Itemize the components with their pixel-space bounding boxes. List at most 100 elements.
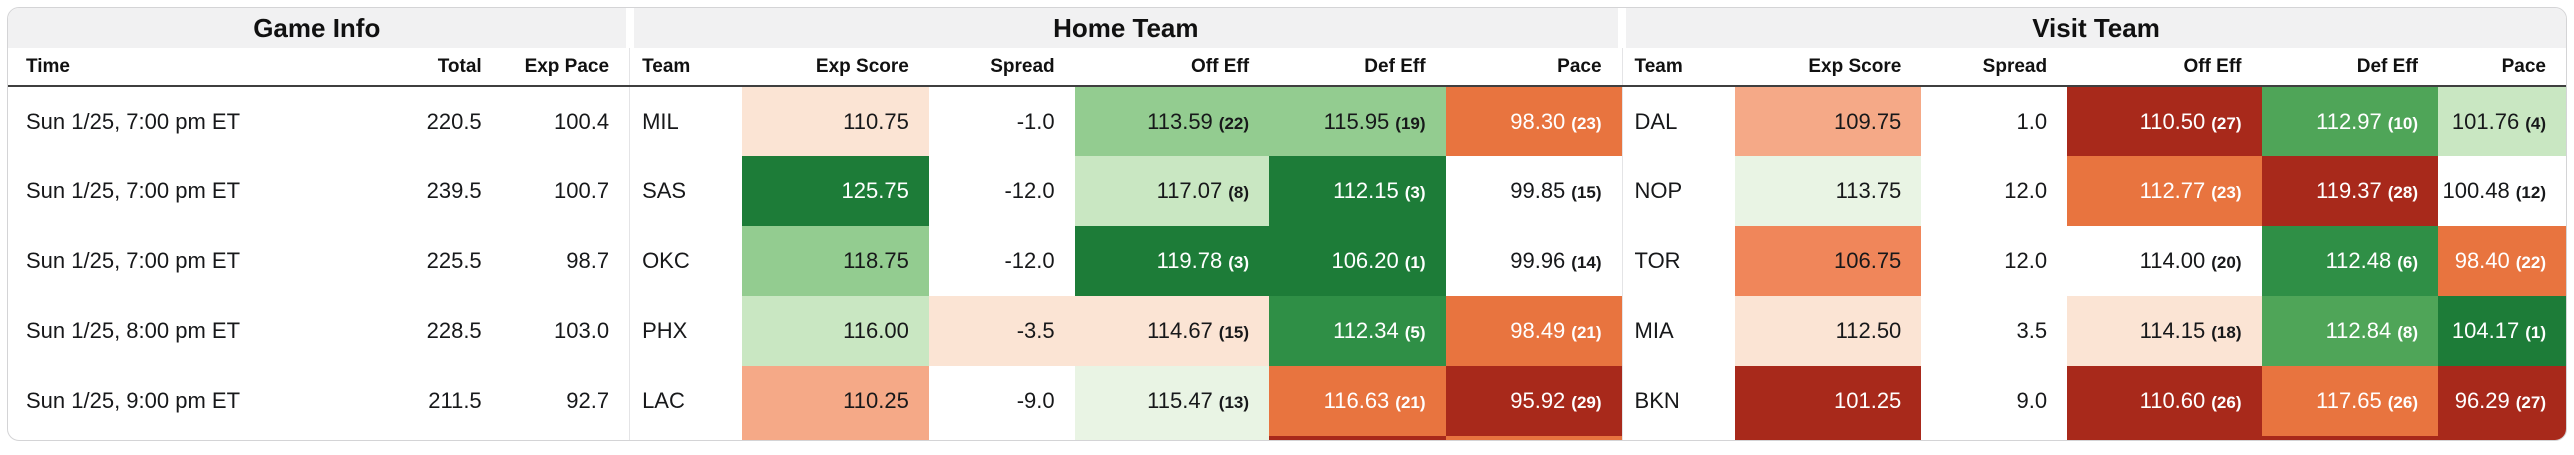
cell-value: Sun 1/25, 7:00 pm ET xyxy=(26,108,241,134)
cell-visit-spread: 3.5 xyxy=(1921,296,2067,366)
cell-value: 225.5 xyxy=(426,248,482,273)
cell-rank: (13) xyxy=(1218,393,1250,412)
column-header-row: Time Total Exp Pace Team Exp Score Spread Off … xyxy=(8,48,2566,87)
cell-value: 116.00 xyxy=(843,318,909,343)
cell-value: 106.75 xyxy=(1834,248,1902,273)
cell-value: 220.5 xyxy=(426,108,482,134)
column-header-time: Time xyxy=(8,48,331,87)
cell-value: 112.34 xyxy=(1333,318,1399,343)
column-header-home-spread: Spread xyxy=(928,48,1075,87)
cell-time: Sun 1/25, 7:00 pm ET xyxy=(8,86,330,156)
cell-rank: (21) xyxy=(1571,323,1602,342)
cell-home-off-eff: 119.78 (3) xyxy=(1074,226,1270,296)
column-header-home-off-eff: Off Eff xyxy=(1074,48,1270,87)
cell-home-off-eff: 117.07 (8) xyxy=(1074,156,1270,226)
cell-home-team: MIL xyxy=(629,86,743,156)
cell-value: 110.75 xyxy=(843,108,909,134)
cell-total: 225.5 xyxy=(330,226,501,296)
cell-home-spread: -3.5 xyxy=(928,296,1075,366)
cell-home-spread: -12.0 xyxy=(929,226,1075,296)
cell-visit-pace: 104.17 (1) xyxy=(2438,296,2566,366)
table-row: Sun 1/25, 9:00 pm ET 211.5 92.7 LAC 110.25 -9… xyxy=(8,366,2566,436)
cell-time xyxy=(8,436,330,440)
cell-value: 211.5 xyxy=(428,388,482,413)
table-row: Sun 1/25, 7:00 pm ET 225.5 98.7 OKC 118.75 -1… xyxy=(8,226,2566,296)
cell-home-pace: 95.92 (29) xyxy=(1445,366,1623,436)
cell-rank: (3) xyxy=(1228,253,1250,272)
cell-visit-spread: 12.0 xyxy=(1921,226,2067,296)
cell-value: 116.63 xyxy=(1323,388,1390,413)
cell-home-def-eff: 115.95 (19) xyxy=(1269,86,1446,156)
cell-home-team: SAS xyxy=(629,156,743,226)
cell-total xyxy=(330,436,501,440)
cell-value: TOR xyxy=(1634,248,1681,273)
cell-rank: (29) xyxy=(1571,393,1602,412)
cell-home-exp-score: 116.00 xyxy=(742,296,929,366)
cell-value: BKN xyxy=(1634,388,1680,413)
cell-value: 100.48 xyxy=(2442,178,2510,203)
cell-value: 113.75 xyxy=(1835,178,1902,203)
cell-value: 106.20 xyxy=(1331,248,1399,273)
cell-rank: (23) xyxy=(2211,183,2242,202)
cell-value: Sun 1/25, 9:00 pm ET xyxy=(26,388,241,413)
cell-home-spread: -12.0 xyxy=(929,156,1075,226)
cell-visit-off-eff: 114.15 (18) xyxy=(2067,296,2262,366)
cell-value: 110.50 xyxy=(2139,108,2206,134)
cell-rank: (14) xyxy=(1571,253,1602,272)
cell-visit-off-eff xyxy=(2067,436,2262,440)
cell-exp-pace: 100.7 xyxy=(502,156,630,226)
cell-value: SAS xyxy=(642,178,687,203)
cell-home-def-eff: 112.15 (3) xyxy=(1269,156,1446,226)
cell-value: 110.60 xyxy=(2139,388,2206,413)
cell-total: 239.5 xyxy=(330,156,501,226)
cell-value: -9.0 xyxy=(1016,388,1055,413)
cell-home-def-eff: 106.20 (1) xyxy=(1269,226,1446,296)
cell-rank: (26) xyxy=(2387,393,2418,412)
cell-value: 117.65 xyxy=(2316,388,2382,413)
cell-visit-team: BKN xyxy=(1621,366,1735,436)
cell-rank: (27) xyxy=(2515,393,2546,412)
cell-value: 125.75 xyxy=(841,178,909,203)
table-body: Sun 1/25, 7:00 pm ET 220.5 100.4 MIL 110.75 -… xyxy=(8,86,2566,440)
cell-value: 113.59 xyxy=(1147,108,1213,134)
cell-visit-pace: 101.76 (4) xyxy=(2438,86,2566,156)
cell-home-pace: 98.49 (21) xyxy=(1445,296,1623,366)
cell-value: 100.4 xyxy=(554,108,610,134)
cell-rank: (15) xyxy=(1218,323,1250,342)
cell-home-off-eff: 113.59 (22) xyxy=(1074,86,1270,156)
cell-home-team: PHX xyxy=(629,296,743,366)
column-header-visit-exp-score: Exp Score xyxy=(1734,48,1922,87)
cell-value: 112.15 xyxy=(1333,178,1399,203)
column-header-visit-def-eff: Def Eff xyxy=(2261,48,2438,87)
cell-value: NOP xyxy=(1634,178,1683,203)
cell-value: 9.0 xyxy=(2016,388,2048,413)
cell-rank: (22) xyxy=(2515,253,2546,272)
cell-visit-def-eff: 112.48 (6) xyxy=(2261,226,2438,296)
cell-home-spread xyxy=(929,436,1075,440)
cell-home-pace: 99.96 (14) xyxy=(1446,226,1623,296)
cell-value: 114.67 xyxy=(1147,318,1213,343)
cell-visit-def-eff: 117.65 (26) xyxy=(2261,366,2438,436)
cell-total: 228.5 xyxy=(330,296,501,366)
games-stats-table: Game Info Home Team Visit Team Time Total Ex… xyxy=(8,8,2566,440)
cell-value: 119.37 xyxy=(2316,178,2382,203)
cell-rank: (6) xyxy=(2397,253,2418,272)
cell-value: 96.29 xyxy=(2454,388,2510,413)
cell-value: 112.84 xyxy=(2325,318,2392,343)
cell-value: 99.96 xyxy=(1510,248,1566,273)
cell-visit-off-eff: 110.60 (26) xyxy=(2067,366,2262,436)
cell-value: 112.97 xyxy=(2316,108,2382,134)
cell-value: 114.00 xyxy=(2139,248,2206,273)
cell-visit-team xyxy=(1621,436,1735,440)
cell-rank: (8) xyxy=(1228,183,1250,202)
cell-total: 211.5 xyxy=(330,366,501,436)
cell-value: -12.0 xyxy=(1004,248,1055,273)
cell-visit-team: TOR xyxy=(1621,226,1735,296)
cell-rank: (21) xyxy=(1395,393,1426,412)
cell-home-def-eff xyxy=(1269,436,1446,440)
cell-visit-team: NOP xyxy=(1621,156,1735,226)
cell-visit-team: MIA xyxy=(1621,296,1735,366)
cell-home-exp-score: 118.75 xyxy=(742,226,929,296)
cell-visit-off-eff: 114.00 (20) xyxy=(2067,226,2261,296)
cell-visit-exp-score: 109.75 xyxy=(1734,86,1922,156)
